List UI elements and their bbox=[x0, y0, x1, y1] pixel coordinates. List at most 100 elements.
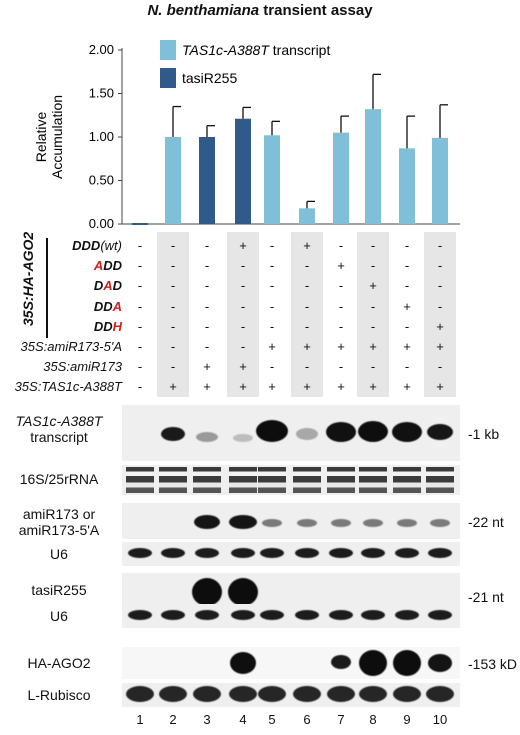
lane-number: 7 bbox=[337, 712, 345, 727]
blot-band bbox=[359, 686, 387, 702]
rrna-lane bbox=[426, 467, 454, 493]
matrix-mark: + bbox=[203, 359, 211, 375]
bar bbox=[199, 137, 215, 224]
bar bbox=[399, 148, 415, 224]
matrix-mark: + bbox=[268, 339, 276, 354]
matrix-mark: - bbox=[204, 278, 210, 294]
y-tick-label: 0.00 bbox=[89, 216, 114, 231]
matrix-mark: - bbox=[304, 298, 310, 314]
rrna-lane bbox=[229, 467, 257, 493]
figure-title-rest: transient assay bbox=[259, 2, 373, 19]
shade-column bbox=[357, 232, 389, 397]
legend-label: tasiR255 bbox=[182, 70, 237, 86]
blot-band bbox=[428, 654, 452, 672]
blot-band bbox=[295, 610, 319, 620]
row-label-part: A bbox=[103, 278, 113, 294]
row-label-part: D bbox=[112, 278, 122, 294]
matrix-mark: - bbox=[170, 298, 176, 314]
blot-band bbox=[161, 427, 185, 441]
row-label-ago2-variant: DDH bbox=[30, 319, 122, 334]
matrix-mark: - bbox=[240, 318, 246, 334]
matrix-mark: - bbox=[137, 379, 143, 395]
row-label-part: A bbox=[93, 258, 104, 274]
lane-number: 10 bbox=[432, 712, 448, 727]
blot-band bbox=[262, 519, 282, 527]
shade-column bbox=[227, 232, 259, 397]
matrix-mark: - bbox=[370, 238, 376, 253]
matrix-mark: - bbox=[304, 278, 310, 294]
lane-number: 2 bbox=[169, 712, 177, 727]
matrix-mark: + bbox=[403, 339, 411, 354]
matrix-mark: - bbox=[137, 359, 143, 375]
matrix-mark: - bbox=[240, 339, 246, 354]
matrix-mark: + bbox=[369, 379, 377, 395]
blot-band bbox=[195, 610, 219, 620]
row-label-part: DD bbox=[93, 318, 113, 334]
blot-band bbox=[195, 548, 219, 558]
matrix-mark: + bbox=[239, 238, 247, 253]
blot-band bbox=[427, 424, 453, 440]
matrix-mark: - bbox=[437, 359, 443, 375]
matrix-mark: + bbox=[369, 278, 377, 294]
matrix-mark: - bbox=[370, 298, 376, 314]
matrix-mark: - bbox=[269, 298, 275, 314]
matrix-mark: + bbox=[239, 379, 247, 395]
blot-band bbox=[331, 519, 351, 527]
matrix-mark: - bbox=[269, 318, 275, 334]
y-tick-label: 1.50 bbox=[89, 86, 114, 101]
ago2-size-marker: -153 kD bbox=[468, 656, 518, 672]
blot-band bbox=[358, 421, 388, 442]
shade-column bbox=[291, 232, 323, 397]
matrix-mark: - bbox=[170, 359, 176, 375]
matrix-mark: - bbox=[170, 258, 176, 274]
matrix-mark: - bbox=[170, 238, 176, 253]
matrix-mark: - bbox=[370, 359, 376, 375]
blot-band bbox=[128, 610, 152, 620]
matrix-mark: - bbox=[404, 359, 410, 375]
matrix-mark: + bbox=[303, 238, 311, 253]
blot-band bbox=[229, 686, 257, 702]
matrix-mark: - bbox=[338, 359, 344, 375]
rrna-lane bbox=[193, 467, 221, 493]
lane-number: 4 bbox=[239, 712, 247, 727]
blot-band bbox=[194, 515, 220, 529]
matrix-mark: + bbox=[169, 379, 177, 395]
blot-band bbox=[295, 548, 319, 558]
matrix-mark: - bbox=[404, 278, 410, 294]
amir-label: amiR173 or bbox=[22, 506, 96, 522]
row-label-part: D bbox=[93, 278, 104, 294]
row-label-part: A bbox=[112, 298, 122, 314]
blot-band bbox=[359, 650, 387, 676]
row-label-ago2-variant: DDD(wt) bbox=[30, 238, 122, 253]
rubisco-label: L-Rubisco bbox=[27, 687, 91, 703]
matrix-mark: - bbox=[404, 238, 410, 253]
blot-band bbox=[193, 686, 221, 702]
blot-band bbox=[430, 519, 450, 527]
matrix-mark: + bbox=[203, 379, 211, 395]
bar bbox=[264, 135, 280, 224]
tasir-size-marker: -21 nt bbox=[468, 589, 504, 605]
blot-band bbox=[426, 686, 454, 702]
row-label-construct: 35S:amiR173 bbox=[43, 359, 122, 375]
matrix-mark: - bbox=[404, 258, 410, 274]
blot-band bbox=[331, 655, 351, 669]
blot-band bbox=[161, 610, 185, 620]
matrix-mark: - bbox=[338, 318, 344, 334]
matrix-mark: - bbox=[204, 238, 210, 253]
blot-band bbox=[231, 610, 255, 620]
rrna-lane bbox=[359, 467, 387, 493]
matrix-mark: - bbox=[437, 278, 443, 294]
bar bbox=[235, 118, 251, 224]
shade-column bbox=[157, 232, 189, 397]
matrix-mark: - bbox=[204, 258, 210, 274]
matrix-mark: - bbox=[304, 258, 310, 274]
matrix-mark: - bbox=[204, 318, 210, 334]
matrix-mark: - bbox=[204, 339, 210, 354]
matrix-mark: - bbox=[437, 298, 443, 314]
matrix-mark: - bbox=[370, 318, 376, 334]
blot-band bbox=[192, 578, 222, 606]
rrna-lane bbox=[293, 467, 321, 493]
blot-band bbox=[361, 548, 385, 558]
blot-band bbox=[258, 686, 286, 702]
matrix-mark: - bbox=[437, 238, 443, 253]
